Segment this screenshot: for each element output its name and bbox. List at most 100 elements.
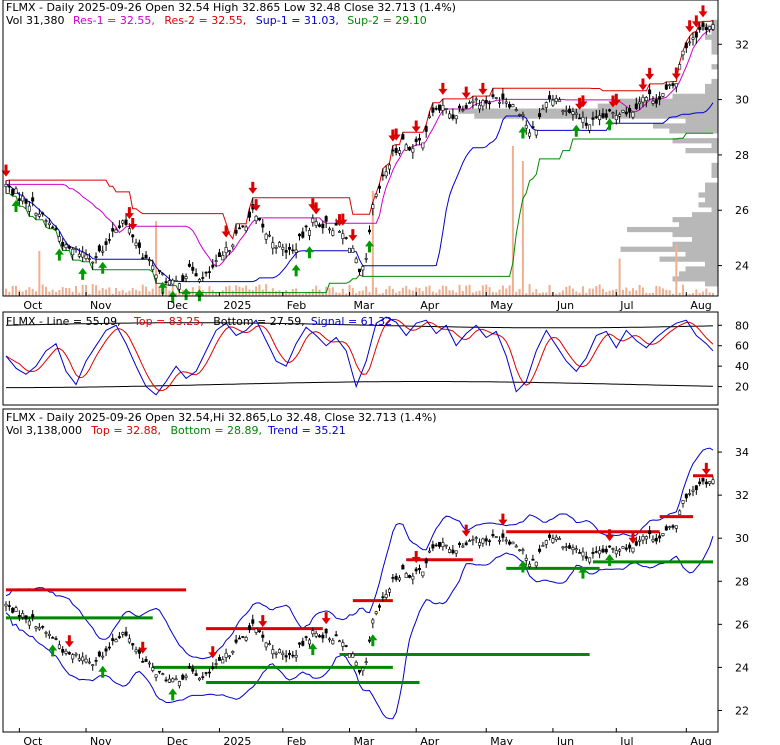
bands-candle: [281, 652, 285, 656]
price-candle: [207, 271, 211, 273]
bands-candle: [297, 642, 301, 645]
volume-bar: [568, 285, 571, 296]
bands-candle: [378, 605, 382, 608]
volume-profile-bar: [672, 217, 718, 223]
volume-bar: [661, 288, 664, 296]
price-candle: [581, 117, 585, 123]
price-candle: [631, 111, 635, 118]
bands-candle: [151, 667, 155, 671]
volume-profile-bar: [692, 212, 718, 218]
bands-candle: [57, 644, 61, 649]
bands-candle: [511, 541, 515, 545]
price-candle: [81, 251, 85, 258]
price-candle: [544, 102, 548, 108]
bands-candle: [291, 654, 295, 657]
bands-candle: [197, 677, 201, 681]
price-candle: [214, 260, 218, 262]
price-sell-arrow: [461, 86, 471, 99]
price-ytick-label-3: 30: [735, 94, 749, 107]
volume-bar: [265, 284, 268, 296]
bands-candle: [237, 637, 241, 640]
bands-candle: [478, 542, 482, 546]
bands-buy-arrow: [368, 634, 378, 647]
price-candle: [314, 221, 318, 226]
bands-candle: [241, 636, 245, 638]
bands-candle: [591, 552, 595, 554]
volume-profile-bar: [698, 202, 718, 208]
bands-candle: [404, 573, 408, 578]
volume-bar: [245, 285, 248, 296]
bands-candle: [678, 510, 682, 515]
bands-candle: [664, 526, 668, 531]
volume-bar: [408, 289, 411, 296]
price-candle: [361, 266, 365, 271]
volume-bar: [441, 285, 444, 296]
price-candle: [368, 229, 372, 233]
bands-candle: [217, 657, 221, 661]
bands-candle: [471, 539, 475, 541]
bands-candle: [261, 634, 265, 638]
bands-candle: [244, 637, 248, 641]
bands-candle: [7, 605, 11, 607]
bands-xtick-label-6: Apr: [420, 735, 440, 745]
bands-candle: [458, 542, 462, 546]
bands-candle: [661, 533, 665, 536]
bands-candle: [97, 651, 101, 657]
price-candle: [424, 126, 428, 132]
volume-profile-bar: [597, 103, 718, 109]
bands-candle: [601, 548, 605, 553]
price-candle: [704, 27, 708, 31]
volume-bar: [131, 287, 134, 296]
volume-profile-bar: [672, 276, 718, 282]
price-candle: [688, 41, 692, 44]
volume-bar: [225, 286, 228, 296]
price-xtick-label-3: 2025: [223, 299, 251, 312]
price-candle: [164, 281, 168, 283]
volume-bar: [655, 285, 658, 296]
volume-bar: [135, 289, 138, 296]
price-candle: [611, 112, 615, 115]
volume-bar: [645, 292, 648, 296]
volume-bar: [558, 292, 561, 296]
price-buy-arrow: [304, 246, 314, 259]
volume-bar: [498, 289, 501, 296]
volume-bar: [378, 293, 381, 296]
volume-bar: [258, 284, 261, 296]
volume-bar: [238, 286, 241, 296]
volume-bar: [191, 287, 194, 296]
volume-profile-bar: [705, 34, 718, 40]
volume-profile-bar: [711, 64, 718, 70]
price-sell-arrow: [611, 93, 621, 106]
price-candle: [524, 125, 528, 129]
volume-bar: [375, 287, 378, 296]
bands-candle: [361, 667, 365, 672]
price-candle: [444, 108, 448, 110]
price-candle: [691, 37, 695, 40]
bands-candle: [147, 662, 151, 665]
price-candle: [461, 109, 465, 111]
price-candle: [84, 254, 88, 259]
volume-bar: [301, 293, 304, 296]
bands-buy-arrow: [48, 644, 58, 657]
volume-bar: [511, 146, 514, 296]
bands-candle: [71, 654, 75, 660]
price-ytick-label-1: 26: [735, 204, 749, 217]
bands-xtick-label-3: 2025: [223, 735, 251, 745]
bands-candle: [187, 665, 191, 669]
volume-bar: [275, 291, 278, 296]
bands-candle: [498, 539, 502, 542]
volume-bar: [305, 292, 308, 296]
bands-candle: [438, 541, 442, 547]
bands-xtick-label-10: Aug: [690, 735, 711, 745]
price-candle: [37, 213, 41, 217]
volume-profile-bar: [711, 167, 718, 173]
price-sell-arrow: [698, 5, 708, 18]
bands-candle: [274, 652, 278, 655]
bands-candle: [287, 652, 291, 656]
price-xtick-label-6: Apr: [420, 299, 440, 312]
volume-profile-bar: [672, 231, 718, 238]
volume-bar: [11, 285, 14, 296]
volume-bar: [151, 288, 154, 296]
volume-bar: [555, 293, 558, 296]
price-buy-arrow: [98, 261, 108, 274]
